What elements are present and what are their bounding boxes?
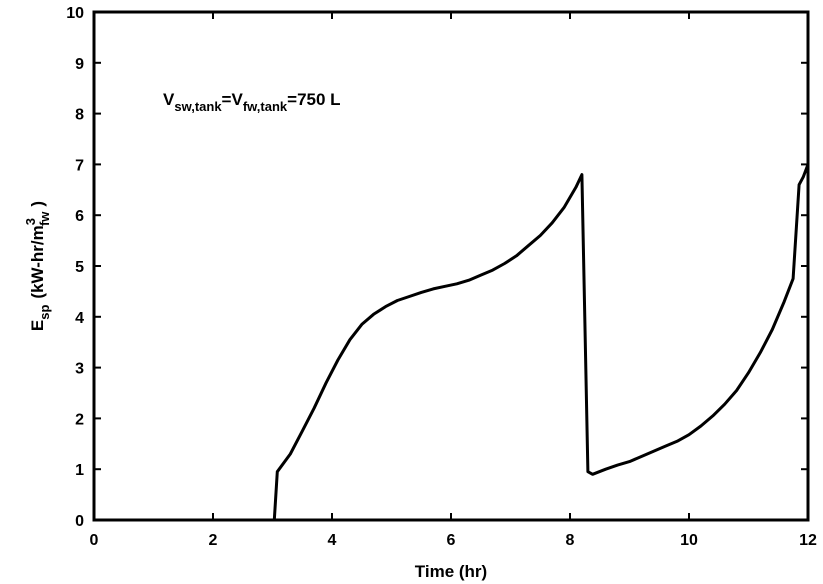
x-tick-label: 12 — [799, 532, 817, 549]
y-tick-label: 1 — [75, 462, 84, 479]
y-tick-label: 9 — [75, 56, 84, 73]
x-axis-label: Time (hr) — [415, 562, 487, 581]
y-tick-label: 3 — [75, 361, 84, 378]
y-axis-label: Esp(kW-hr/m3fw) — [23, 201, 52, 331]
y-tick-label: 5 — [75, 259, 84, 276]
y-tick-label: 2 — [75, 411, 84, 428]
y-tick-label: 8 — [75, 107, 84, 124]
axis-ticks — [93, 11, 809, 521]
y-tick-label: 10 — [66, 5, 84, 22]
plot-frame — [92, 10, 810, 522]
x-tick-label: 10 — [680, 532, 698, 549]
x-tick-label: 4 — [328, 532, 337, 549]
x-tick-label: 2 — [209, 532, 218, 549]
x-tick-label: 0 — [90, 532, 99, 549]
x-tick-label: 8 — [566, 532, 575, 549]
tank-volume-annotation: Vsw,tank=Vfw,tank=750 L — [163, 90, 341, 114]
x-tick-labels: 0 2 4 6 8 10 12 — [90, 532, 817, 549]
y-tick-label: 4 — [75, 310, 84, 327]
x-tick-label: 6 — [447, 532, 456, 549]
y-tick-label: 6 — [75, 208, 84, 225]
y-tick-label: 7 — [75, 157, 84, 174]
series-line — [272, 163, 810, 521]
y-tick-label: 0 — [75, 513, 84, 530]
y-tick-labels: 0 1 2 3 4 5 6 7 8 9 10 — [66, 5, 84, 530]
